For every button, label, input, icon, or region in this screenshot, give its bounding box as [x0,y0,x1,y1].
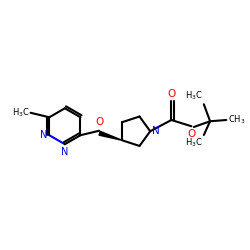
Text: N: N [61,147,68,157]
Text: O: O [167,89,175,99]
Text: O: O [95,118,103,128]
Text: O: O [188,129,196,139]
Text: N: N [152,126,160,136]
Text: CH$_3$: CH$_3$ [228,114,245,126]
Text: H$_3$C: H$_3$C [12,106,30,119]
Text: H$_3$C: H$_3$C [185,136,202,149]
Text: N: N [40,130,47,140]
Polygon shape [99,131,122,140]
Text: H$_3$C: H$_3$C [185,90,202,102]
